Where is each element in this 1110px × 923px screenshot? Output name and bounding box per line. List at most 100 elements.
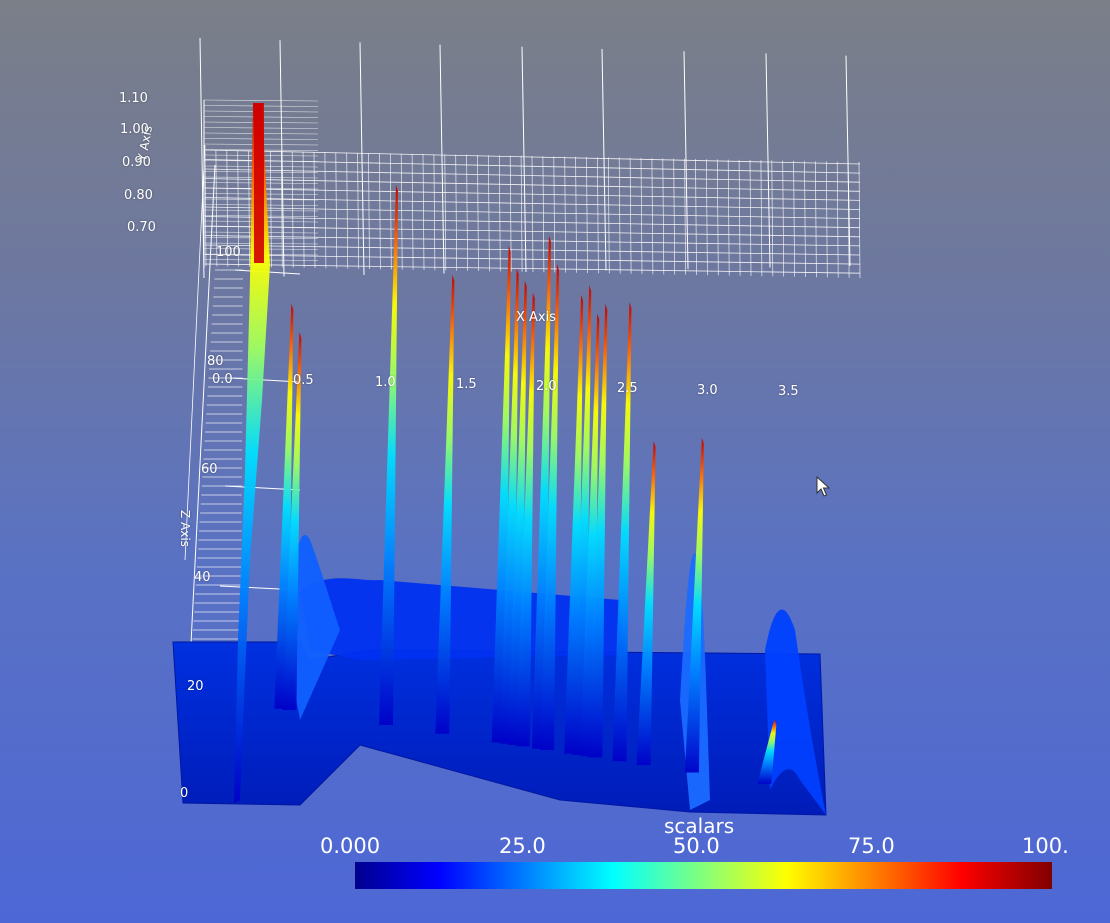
grid-line bbox=[804, 160, 806, 278]
grid-line bbox=[597, 157, 599, 274]
grid-line bbox=[782, 160, 785, 277]
grid-line bbox=[199, 37, 205, 279]
scalar-bar-tick: 75.0 bbox=[848, 834, 895, 858]
grid-line bbox=[302, 151, 305, 268]
grid-line bbox=[324, 152, 327, 269]
peak-mark bbox=[435, 274, 455, 734]
peak-mark bbox=[612, 302, 632, 762]
peak-mark bbox=[588, 303, 608, 758]
peak-series bbox=[274, 185, 777, 784]
grid-line bbox=[215, 150, 218, 267]
grid-line bbox=[765, 53, 771, 268]
scalar-bar-tick: 100. bbox=[1022, 834, 1069, 858]
scalar-bar-title: scalars bbox=[664, 814, 735, 838]
grid-line bbox=[651, 158, 654, 275]
grid-line bbox=[237, 150, 240, 267]
grid-line bbox=[607, 157, 610, 274]
grid-line bbox=[400, 153, 403, 270]
x-tick-label: 2.5 bbox=[617, 381, 638, 396]
grid-line bbox=[477, 154, 479, 272]
grid-line bbox=[379, 153, 381, 270]
peak-mark bbox=[757, 718, 777, 784]
y-tick-label: 0.90 bbox=[122, 155, 151, 170]
x-tick-label: 2.0 bbox=[536, 379, 557, 394]
surface-wall bbox=[234, 103, 270, 803]
y-tick-label: 1.10 bbox=[119, 91, 148, 106]
z-tick-label: 60 bbox=[201, 462, 218, 477]
x-tick-label: 3.0 bbox=[697, 383, 718, 398]
grid-line bbox=[847, 161, 850, 278]
scalar-bar-tick: 0.000 bbox=[320, 834, 381, 858]
grid-line bbox=[357, 152, 359, 269]
scalar-bar-gradient bbox=[355, 862, 1052, 889]
peak-mark bbox=[515, 292, 535, 747]
x-tick-label: 1.5 bbox=[456, 377, 477, 392]
grid-line bbox=[184, 144, 206, 561]
grid-line bbox=[825, 161, 828, 278]
peak-mark bbox=[282, 332, 302, 710]
grid-line bbox=[439, 44, 445, 274]
grid-line bbox=[815, 161, 817, 278]
z-tick-label: 0 bbox=[180, 786, 189, 801]
grid-line bbox=[433, 154, 436, 271]
grid-line bbox=[845, 55, 851, 267]
grid-line bbox=[203, 99, 319, 102]
grid-line bbox=[716, 159, 719, 276]
y-tick-label: 0.80 bbox=[124, 188, 153, 203]
y-tick-label: 1.00 bbox=[120, 122, 149, 137]
grid-line bbox=[204, 149, 207, 267]
grid-line bbox=[564, 156, 567, 273]
grid-line bbox=[466, 154, 468, 271]
scalar-bar-tick: 25.0 bbox=[499, 834, 546, 858]
grid-line bbox=[673, 158, 676, 275]
mouse-cursor-icon bbox=[816, 476, 830, 497]
z-axis-title: Z Axis bbox=[178, 510, 192, 547]
grid-line bbox=[601, 48, 607, 271]
grid-line bbox=[509, 155, 512, 272]
grid-line bbox=[760, 160, 763, 277]
grid-line bbox=[727, 159, 730, 276]
grid-line bbox=[444, 154, 447, 271]
z-tick-label: 20 bbox=[187, 679, 204, 694]
x-tick-label: 1.0 bbox=[375, 375, 396, 390]
grid-line bbox=[771, 160, 774, 277]
grid-line bbox=[695, 158, 697, 276]
grid-line bbox=[488, 155, 490, 272]
grid-line bbox=[291, 151, 294, 268]
peak-mark bbox=[379, 185, 398, 725]
grid-line bbox=[618, 157, 621, 274]
grid-line bbox=[280, 151, 283, 268]
grid-line bbox=[248, 150, 250, 267]
grid-line bbox=[422, 153, 425, 271]
surface-bump bbox=[765, 609, 826, 815]
peak-mark bbox=[540, 264, 559, 750]
peak-mark bbox=[684, 437, 704, 773]
grid-line bbox=[706, 159, 708, 276]
grid-line bbox=[359, 42, 365, 276]
grid-line bbox=[553, 156, 556, 273]
grid-line bbox=[411, 153, 414, 270]
scalar-bar bbox=[355, 862, 1052, 889]
z-tick-label: 80 bbox=[207, 354, 224, 369]
grid-line bbox=[313, 151, 316, 269]
grid-line bbox=[684, 158, 686, 275]
grid-line bbox=[858, 161, 861, 279]
grid-line bbox=[749, 159, 752, 277]
grid-line bbox=[662, 158, 665, 275]
grid-line bbox=[531, 155, 534, 273]
grid-line bbox=[629, 157, 632, 274]
x-tick-label: 3.5 bbox=[778, 384, 799, 399]
grid-line bbox=[738, 159, 741, 276]
peak-mark bbox=[636, 441, 656, 765]
grid-line bbox=[542, 156, 545, 273]
surface-wall-top bbox=[254, 103, 264, 263]
x-tick-label: 0.0 bbox=[212, 372, 233, 387]
grid-line bbox=[270, 151, 272, 268]
grid-line bbox=[498, 155, 501, 272]
grid-line bbox=[640, 157, 643, 275]
grid-line bbox=[368, 152, 370, 270]
grid-line bbox=[389, 153, 392, 270]
grid-line bbox=[836, 161, 839, 278]
grid-line bbox=[346, 152, 349, 269]
